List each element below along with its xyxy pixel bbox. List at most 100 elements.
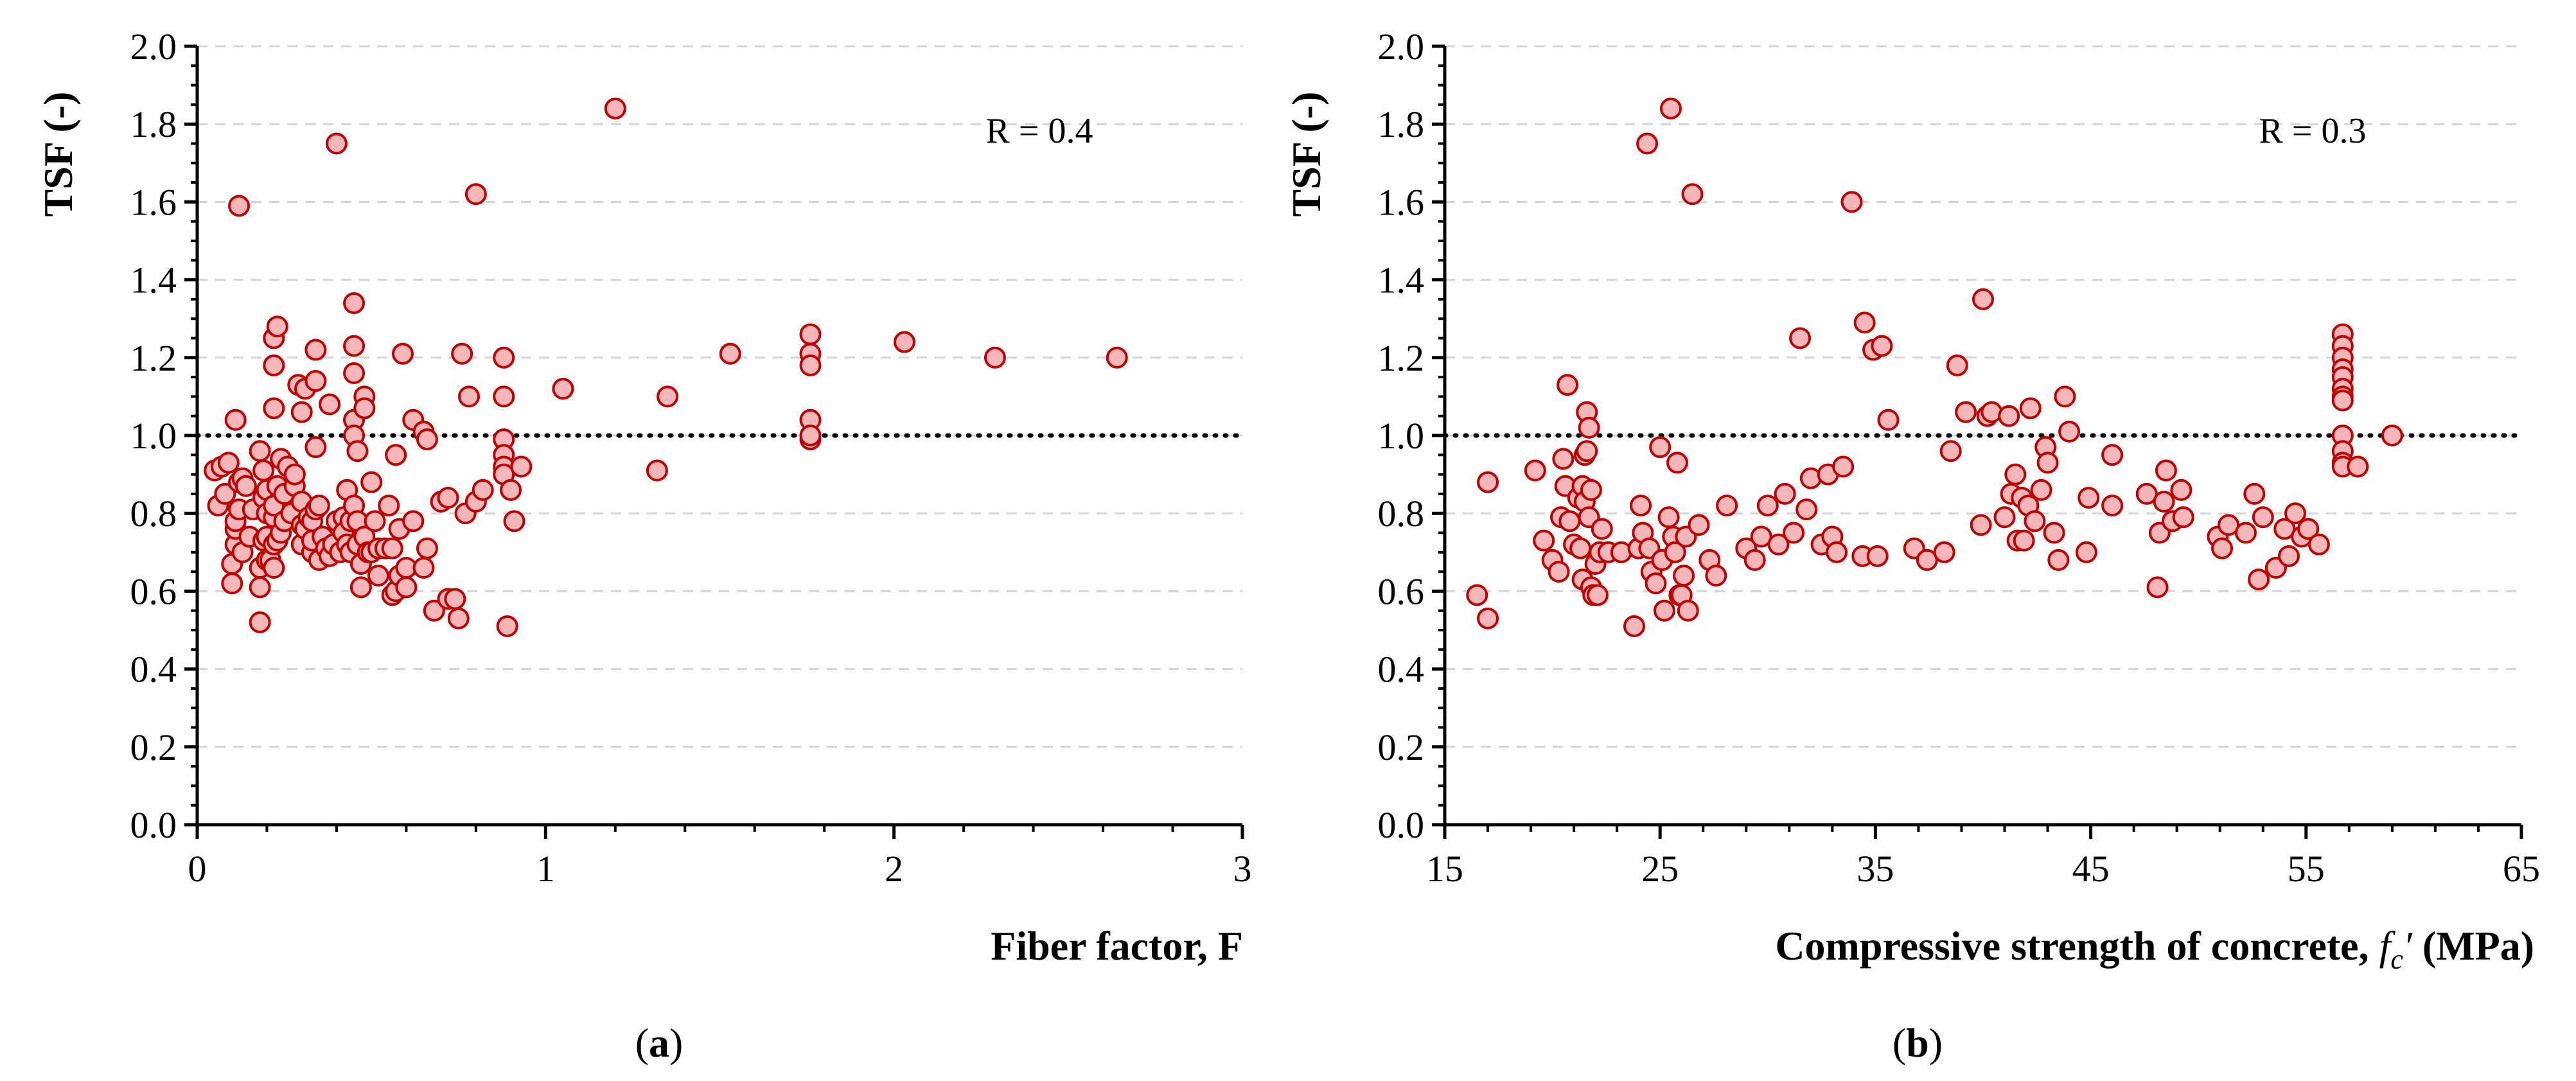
panel-b-x-tick-label: 15 [1426, 848, 1463, 890]
panel-b-x-tick-label: 45 [2072, 848, 2110, 890]
panel-a-data-point [412, 557, 435, 579]
panel-b-x-axis-title-subscript: c [2390, 944, 2403, 975]
panel-a-data-point [510, 455, 533, 478]
panel-b-data-point [2075, 541, 2097, 563]
panel-a-y-tick-label: 0.8 [130, 493, 177, 534]
panel-a-y-tick-label: 1.6 [130, 181, 177, 223]
panel-a-data-point [263, 557, 285, 579]
panel-b-y-axis-title: TSF (-) [1284, 92, 1329, 217]
panel-a-data-point [500, 479, 522, 501]
panel-b-data-point [1939, 440, 1962, 462]
panel-a-data-point [385, 444, 407, 466]
panel-b-data-point [2146, 576, 2169, 599]
panel-b-data-point [1558, 510, 1581, 532]
panel-b-data-point [1677, 599, 1699, 622]
panel-b-y-tick-label: 0.2 [1378, 726, 1425, 768]
panel-a-data-point [458, 385, 481, 408]
panel-b-y-tick-label: 1.2 [1378, 337, 1425, 379]
panel-a-data-point [290, 401, 313, 423]
panel-b-data-point [1993, 506, 2016, 529]
panel-a-data-point [437, 486, 459, 509]
panel-a-data-point [304, 370, 327, 392]
panel-b-data-point [1586, 584, 1609, 606]
panel-a-data-point [493, 346, 515, 369]
panel-a-y-tick-label: 1.0 [130, 415, 177, 457]
panel-a-caption-open: ( [635, 1020, 649, 1066]
panel-b-y-tick-label: 1.0 [1378, 415, 1425, 457]
panel-a-data-point [799, 425, 822, 446]
panel-b-data-point [1524, 459, 1546, 482]
panel-a-data-point [217, 452, 240, 474]
panel-b-data-point [2297, 518, 2320, 540]
panel-b-data-point [1789, 327, 1812, 349]
panel-b-data-point [1840, 191, 1863, 213]
panel-a-data-point [451, 342, 473, 365]
panel-a-data-point [799, 323, 822, 346]
panel-b-data-point [2030, 479, 2052, 501]
panel-b-data-point [1743, 549, 1766, 571]
panel-b-data-point [1580, 479, 1602, 501]
panel-b-data-point [1466, 584, 1488, 606]
panel-b-x-tick-label: 35 [1857, 848, 1894, 890]
panel-a-caption-letter: a [649, 1020, 669, 1066]
panel-a-data-point [381, 537, 403, 559]
panel-b-data-point [2248, 568, 2270, 591]
panel-a-data-point [283, 463, 306, 486]
panel-a-data-point [343, 362, 366, 385]
panel-a-data-point [349, 576, 372, 599]
panel-b-data-point [1783, 522, 1805, 544]
panel-b-data-point [1705, 565, 1727, 587]
panel-a-data-point [1106, 346, 1128, 369]
panel-b-data-point [2043, 522, 2065, 544]
panel-b-data-point [1557, 374, 1579, 396]
panel-b-caption: (b) [1892, 1020, 1943, 1066]
panel-b-y-tick-label: 0.4 [1378, 649, 1425, 690]
panel-b-data-point [1972, 288, 1994, 310]
panel-a-data-point [503, 510, 525, 532]
panel-b-data-point [1756, 495, 1779, 517]
panel-b-data-point [1623, 615, 1645, 637]
panel-a-data-point [224, 409, 247, 431]
panel-a-scatter-plot: 0.0 0.2 0.4 0.6 0.8 1.0 1.2 1.4 1.6 1.8 2.0 0 1 2 3 [130, 26, 1252, 890]
panel-b-data-point [1477, 471, 1499, 493]
panel-a-data-point [308, 495, 330, 517]
panel-a-caption-close: ) [669, 1020, 683, 1066]
panel-a-x-tick-label: 2 [885, 848, 903, 890]
panel-b-data-point [2058, 420, 2081, 443]
panel-b-y-tick-label: 0.0 [1378, 804, 1425, 846]
panel-a-data-point [496, 615, 518, 637]
panel-a-y-tick-label: 0.0 [130, 804, 177, 846]
panel-b-data-point [2155, 459, 2177, 482]
panel-a-data-point [893, 331, 915, 353]
panel-a-data-point [719, 342, 741, 365]
panel-b-data-point [1578, 416, 1600, 439]
panel-b-data-point [1871, 335, 1893, 357]
panel-a-y-tick-label: 0.2 [130, 726, 177, 768]
panel-b-data-point [1666, 452, 1689, 474]
panel-b-data-point [1552, 448, 1575, 470]
panel-b-data-point [1659, 97, 1682, 119]
panel-b-data-point [1774, 482, 1796, 505]
panel-b-y-tick-label: 1.4 [1378, 259, 1425, 301]
panel-b-data-point [1955, 401, 1977, 423]
panel-a-data-point [367, 565, 390, 587]
panel-a-data-point [325, 132, 348, 155]
panel-a-correlation-annotation: R = 0.4 [986, 111, 1093, 151]
panel-a-y-tick-label: 2.0 [130, 26, 177, 67]
panel-b-data-point [1688, 514, 1710, 536]
panel-b-x-tick-label: 55 [2288, 848, 2325, 890]
panel-a-data-point [304, 436, 327, 459]
panel-b-data-point [2153, 491, 2175, 513]
panel-a-data-point [646, 459, 668, 482]
panel-b-data-point [1795, 498, 1818, 521]
panel-b-data-point [2307, 533, 2330, 556]
panel-a-data-point [984, 346, 1006, 369]
panel-a-caption: (a) [635, 1020, 684, 1066]
panel-b-x-axis-title-unit: (MPa) [2412, 923, 2534, 969]
panel-a-y-tick-label: 0.6 [130, 570, 177, 612]
panel-a-data-point [472, 479, 494, 501]
panel-a-y-tick-label: 0.4 [130, 649, 177, 690]
panel-a-y-tick-label: 1.8 [130, 103, 177, 145]
panel-a-data-point [552, 378, 574, 400]
